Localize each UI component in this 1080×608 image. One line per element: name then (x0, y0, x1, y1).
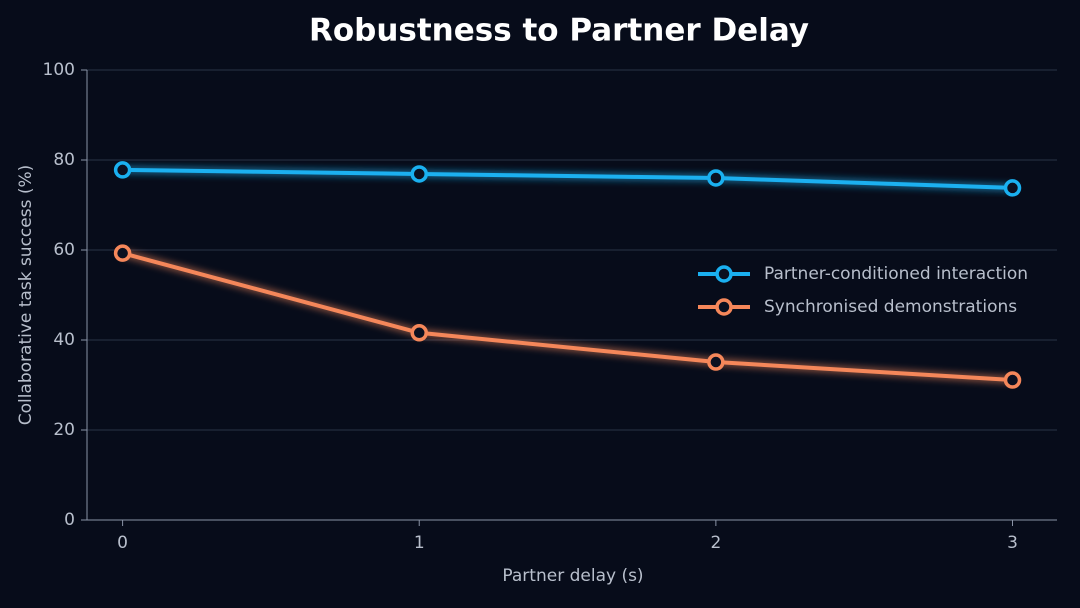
series-line (122, 251, 1013, 383)
y-tick-label: 60 (53, 240, 75, 260)
point (1003, 179, 1022, 197)
y-axis-label: Collaborative task success (%) (16, 165, 36, 426)
y-tick-label: 20 (53, 420, 75, 440)
point (410, 165, 428, 183)
point (1003, 371, 1022, 389)
legend-label: Partner-conditioned interaction (764, 264, 1028, 284)
x-tick-label: 1 (414, 533, 425, 553)
legend-marker (715, 298, 733, 316)
x-axis-label: Partner delay (s) (502, 566, 643, 586)
point (707, 169, 725, 187)
legend-marker (715, 265, 733, 283)
chart-title: Robustness to Partner Delay (309, 13, 809, 49)
y-tick-label: 0 (64, 510, 75, 530)
x-tick-label: 2 (710, 533, 721, 553)
legend-label: Synchronised demonstrations (764, 297, 1017, 317)
point (113, 161, 132, 179)
point (410, 324, 428, 342)
series-line (122, 167, 1013, 190)
x-tick-label: 3 (1007, 533, 1018, 553)
point (113, 244, 132, 262)
y-tick-label: 100 (43, 60, 75, 80)
point (707, 353, 725, 371)
y-tick-label: 80 (53, 150, 75, 170)
x-tick-label: 0 (117, 533, 128, 553)
y-tick-label: 40 (53, 330, 75, 350)
